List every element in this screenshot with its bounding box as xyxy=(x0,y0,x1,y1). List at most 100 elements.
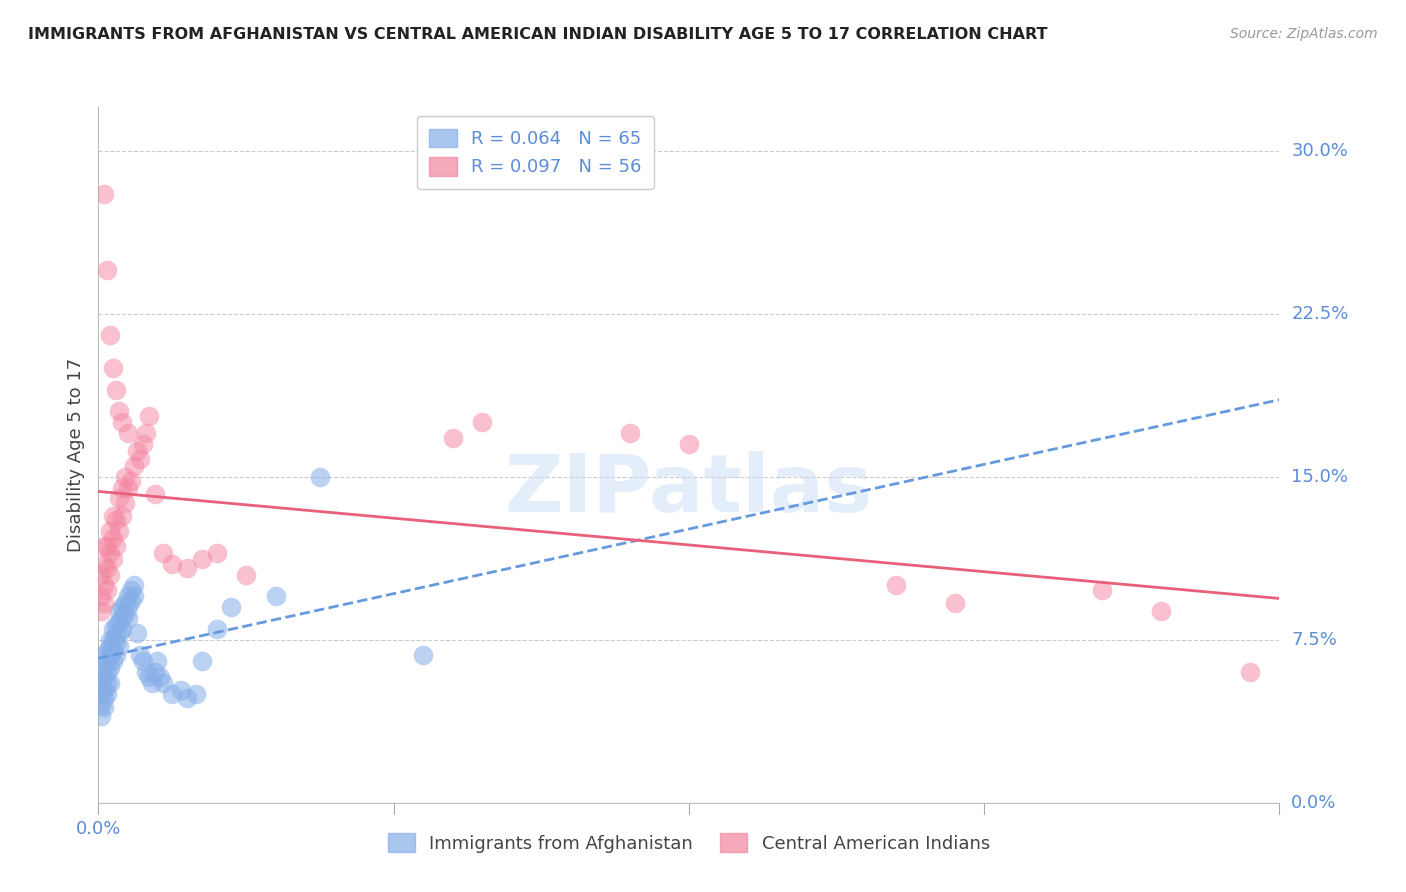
Point xyxy=(128,452,150,467)
Point xyxy=(1150,605,1173,619)
Point xyxy=(619,426,641,441)
Point xyxy=(108,615,131,630)
Point xyxy=(120,474,142,488)
Point xyxy=(152,676,174,690)
Point xyxy=(117,426,139,441)
Point xyxy=(235,567,257,582)
Point xyxy=(176,691,198,706)
Point xyxy=(309,469,332,483)
Point xyxy=(96,561,118,575)
Point xyxy=(105,648,128,662)
Point xyxy=(93,578,115,592)
Text: 15.0%: 15.0% xyxy=(1291,467,1348,485)
Point xyxy=(141,676,163,690)
Point xyxy=(90,589,112,603)
Point xyxy=(111,508,134,523)
Point xyxy=(138,670,160,684)
Point xyxy=(108,639,131,653)
Text: 0.0%: 0.0% xyxy=(1291,794,1337,812)
Point xyxy=(96,643,118,657)
Point xyxy=(90,676,112,690)
Y-axis label: Disability Age 5 to 17: Disability Age 5 to 17 xyxy=(66,358,84,552)
Point xyxy=(96,539,118,553)
Point xyxy=(111,600,134,615)
Point xyxy=(111,611,134,625)
Point xyxy=(98,676,121,690)
Point xyxy=(943,596,966,610)
Point xyxy=(111,415,134,429)
Point xyxy=(93,691,115,706)
Point xyxy=(103,360,125,375)
Point xyxy=(143,487,166,501)
Legend: Immigrants from Afghanistan, Central American Indians: Immigrants from Afghanistan, Central Ame… xyxy=(377,822,1001,863)
Point xyxy=(93,682,115,697)
Point xyxy=(114,607,136,621)
Point xyxy=(135,665,157,680)
Point xyxy=(98,524,121,538)
Point xyxy=(441,431,464,445)
Point xyxy=(114,469,136,483)
Point xyxy=(678,437,700,451)
Point xyxy=(122,578,145,592)
Point xyxy=(90,665,112,680)
Point xyxy=(90,567,112,582)
Text: 0.0%: 0.0% xyxy=(76,821,121,838)
Point xyxy=(93,186,115,201)
Point xyxy=(884,578,907,592)
Point xyxy=(149,670,172,684)
Point xyxy=(122,458,145,473)
Point xyxy=(93,661,115,675)
Point xyxy=(138,409,160,423)
Point xyxy=(143,665,166,680)
Point xyxy=(117,481,139,495)
Point xyxy=(103,632,125,647)
Point xyxy=(93,670,115,684)
Point xyxy=(264,589,287,603)
Point xyxy=(162,687,183,701)
Point xyxy=(114,596,136,610)
Point xyxy=(103,643,125,657)
Point xyxy=(105,626,128,640)
Point xyxy=(1091,582,1114,597)
Point xyxy=(117,589,139,603)
Point xyxy=(205,546,228,560)
Point xyxy=(176,561,198,575)
Point xyxy=(96,665,118,680)
Point xyxy=(108,626,131,640)
Point xyxy=(219,600,242,615)
Point xyxy=(120,593,142,607)
Point xyxy=(108,524,131,538)
Point xyxy=(125,626,148,640)
Point xyxy=(146,655,169,669)
Text: 22.5%: 22.5% xyxy=(1291,304,1348,323)
Point xyxy=(98,648,121,662)
Point xyxy=(152,546,174,560)
Point xyxy=(105,617,128,632)
Point xyxy=(98,328,121,343)
Point xyxy=(96,655,118,669)
Point xyxy=(90,605,112,619)
Point xyxy=(98,632,121,647)
Text: Source: ZipAtlas.com: Source: ZipAtlas.com xyxy=(1230,27,1378,41)
Point xyxy=(93,539,115,553)
Point xyxy=(93,700,115,714)
Point xyxy=(105,635,128,649)
Point xyxy=(125,443,148,458)
Point xyxy=(93,557,115,571)
Text: ZIPatlas: ZIPatlas xyxy=(505,450,873,529)
Point xyxy=(170,682,193,697)
Point xyxy=(108,404,131,418)
Point xyxy=(105,513,128,527)
Point xyxy=(117,600,139,615)
Point xyxy=(103,531,125,545)
Point xyxy=(108,491,131,506)
Point xyxy=(98,639,121,653)
Point xyxy=(114,496,136,510)
Point xyxy=(105,383,128,397)
Point xyxy=(111,481,134,495)
Point xyxy=(191,552,214,566)
Point xyxy=(128,648,150,662)
Text: 30.0%: 30.0% xyxy=(1291,142,1348,160)
Text: 7.5%: 7.5% xyxy=(1291,631,1337,648)
Point xyxy=(132,437,155,451)
